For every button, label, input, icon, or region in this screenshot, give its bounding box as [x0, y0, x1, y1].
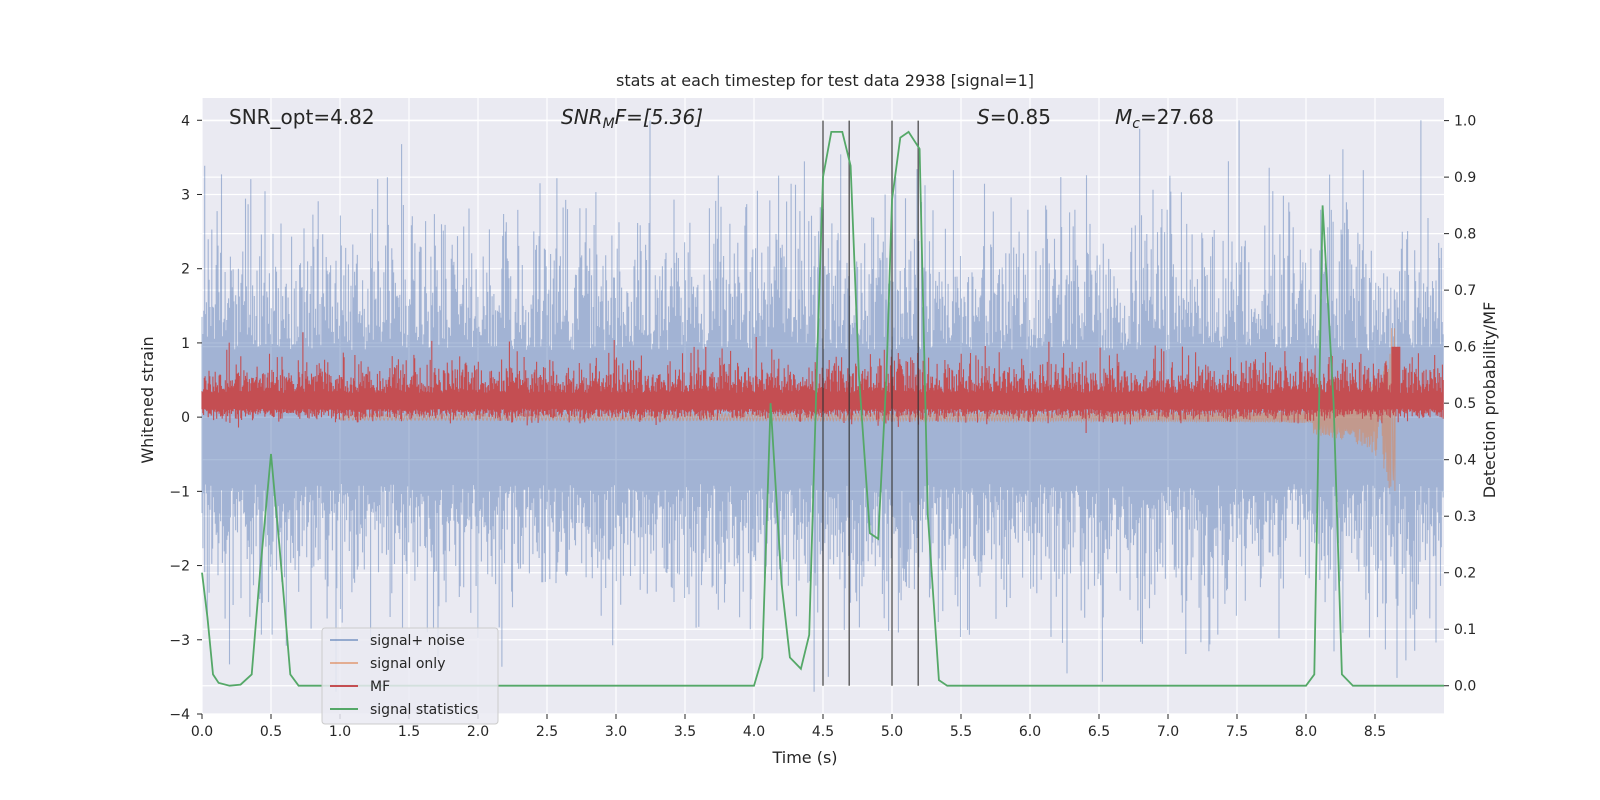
x-tick-label: 8.0: [1295, 724, 1317, 740]
annotation-snr-mf-symbol: SNR: [561, 105, 603, 129]
y-right-tick-label: 0.8: [1454, 227, 1476, 243]
y-right-tick-label: 0.1: [1454, 622, 1476, 638]
y-left-tick-label: −1: [169, 484, 190, 500]
legend-label-mf: MF: [370, 679, 390, 695]
y-left-tick-label: −3: [169, 633, 190, 649]
y-left-tick-label: 2: [181, 262, 190, 278]
legend-label-stats: signal statistics: [370, 702, 478, 718]
annotation-mc-symbol: M: [1115, 105, 1132, 129]
x-tick-label: 2.5: [536, 724, 558, 740]
x-tick-label: 4.5: [812, 724, 834, 740]
y-left-tick-label: 1: [181, 336, 190, 352]
x-tick-label: 7.5: [1226, 724, 1248, 740]
signal-trace: [339, 328, 1396, 492]
x-tick-label: 1.0: [329, 724, 351, 740]
y-right-tick-label: 0.2: [1454, 566, 1476, 582]
annotation-s-symbol: S: [977, 105, 990, 129]
y-right-tick-label: 0.3: [1454, 509, 1476, 525]
y-right-tick-label: 0.9: [1454, 170, 1476, 186]
legend-label-noise: signal+ noise: [370, 633, 465, 649]
x-tick-label: 6.5: [1088, 724, 1110, 740]
y-left-tick-label: 0: [181, 410, 190, 426]
legend-label-signal: signal only: [370, 656, 445, 672]
x-tick-label: 1.5: [398, 724, 420, 740]
annotation-s: S=0.85: [977, 105, 1051, 129]
annotation-snr-mf-value: F=[5.36]: [615, 105, 703, 129]
y-axis-label-right: Detection probability/MF: [1480, 302, 1499, 499]
y-left-tick-label: 4: [181, 113, 190, 129]
annotation-snr-opt: SNR_opt=4.82: [229, 105, 375, 129]
x-tick-label: 6.0: [1019, 724, 1041, 740]
x-tick-label: 3.0: [605, 724, 627, 740]
legend: signal+ noise signal only MF signal stat…: [321, 627, 499, 725]
x-tick-label: 3.5: [674, 724, 696, 740]
y-left-tick-label: −4: [169, 707, 190, 723]
annotation-s-value: =0.85: [990, 105, 1051, 129]
series-signal-only: [339, 328, 1396, 492]
annotation-snr-mf: SNRMF=[5.36]: [561, 105, 703, 132]
annotation-mc: Mc=27.68: [1115, 105, 1214, 132]
annotation-mc-sub: c: [1132, 116, 1140, 132]
x-tick-label: 5.5: [950, 724, 972, 740]
y-right-tick-label: 0.7: [1454, 283, 1476, 299]
y-right-tick-label: 0.4: [1454, 453, 1476, 469]
signal-statistics-line: [201, 130, 1444, 687]
x-tick-label: 0.0: [191, 724, 213, 740]
y-right-tick-label: 1.0: [1454, 114, 1476, 130]
x-tick-label: 2.0: [467, 724, 489, 740]
y-axis-label-left: Whitened strain: [138, 336, 157, 463]
annotation-snr-mf-sub: M: [603, 116, 615, 132]
x-axis-label: Time (s): [771, 748, 837, 767]
y-left-tick-label: −2: [169, 559, 190, 575]
y-left-tick-label: 3: [181, 187, 190, 203]
y-right-tick-label: 0.0: [1454, 679, 1476, 695]
chart-title: stats at each timestep for test data 293…: [616, 71, 1034, 90]
x-tick-label: 4.0: [743, 724, 765, 740]
x-tick-label: 7.0: [1157, 724, 1179, 740]
x-tick-label: 5.0: [881, 724, 903, 740]
x-tick-label: 0.5: [260, 724, 282, 740]
y-right-tick-label: 0.6: [1454, 340, 1476, 356]
y-right-tick-label: 0.5: [1454, 396, 1476, 412]
annotation-mc-value: =27.68: [1140, 105, 1214, 129]
x-tick-label: 8.5: [1364, 724, 1386, 740]
